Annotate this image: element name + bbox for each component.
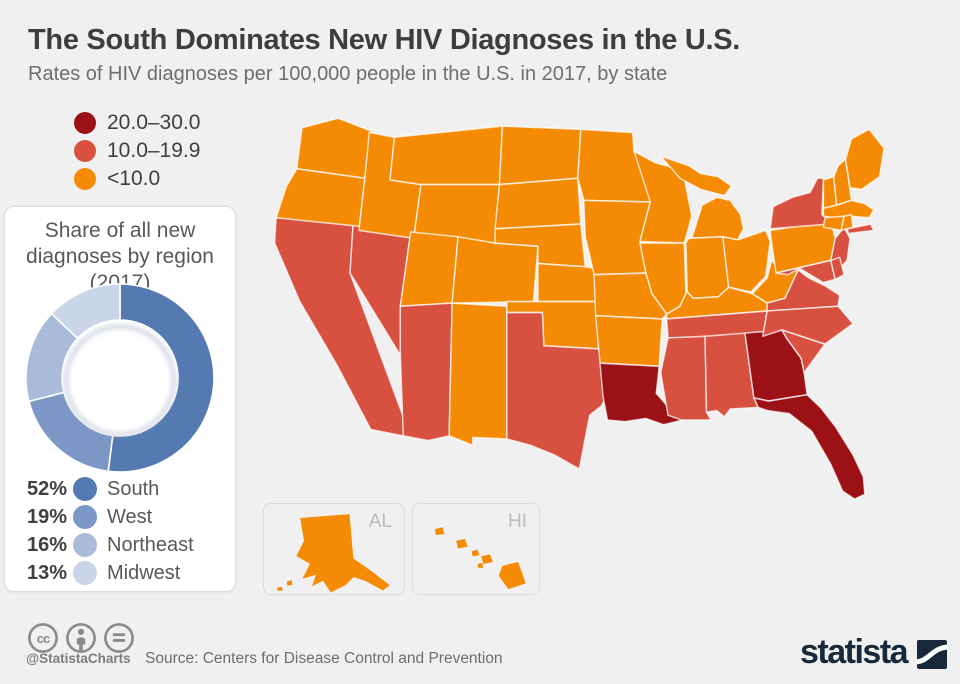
state-MT bbox=[389, 125, 504, 186]
state-MI-LP bbox=[691, 196, 745, 241]
legend-dot-high bbox=[74, 112, 96, 134]
state-ND bbox=[498, 125, 582, 186]
hawaii-map bbox=[434, 527, 526, 590]
source-text: Source: Centers for Disease Control and … bbox=[145, 650, 503, 667]
legend-row: 10.0–19.9 bbox=[74, 137, 200, 165]
hawaii-inset: HI bbox=[412, 503, 540, 595]
legend-dot-mid bbox=[74, 140, 96, 162]
region-legend: 52% South 19% West 16% Northeast 13% Mid… bbox=[27, 475, 194, 587]
donut-chart bbox=[25, 283, 215, 473]
region-pct: 19% bbox=[27, 505, 68, 528]
region-legend-row: 19% West bbox=[27, 503, 194, 531]
state-SC bbox=[781, 329, 826, 374]
state-CO bbox=[451, 235, 539, 304]
us-map bbox=[273, 117, 885, 500]
region-label: South bbox=[107, 477, 160, 500]
cc-icon bbox=[28, 623, 58, 653]
legend-dot-low bbox=[74, 168, 96, 190]
attribution-handle: @StatistaCharts bbox=[26, 651, 131, 666]
alaska-inset: AL bbox=[263, 503, 405, 595]
state-KS bbox=[537, 262, 597, 303]
state-NY-LI bbox=[846, 223, 875, 235]
state-SD bbox=[494, 177, 582, 230]
legend-row: <10.0 bbox=[74, 165, 200, 193]
state-VA bbox=[766, 269, 841, 312]
by-icon bbox=[66, 623, 96, 653]
donut-slice-midwest bbox=[50, 283, 121, 340]
state-AR bbox=[594, 314, 663, 368]
state-FL bbox=[753, 393, 866, 500]
statista-logo-text: statista bbox=[800, 633, 909, 671]
state-MS bbox=[659, 335, 712, 421]
region-dot-south bbox=[73, 477, 97, 501]
statista-logo-mark bbox=[917, 640, 947, 669]
region-legend-row: 16% Northeast bbox=[27, 531, 194, 559]
region-dot-west bbox=[73, 505, 97, 529]
state-ME bbox=[844, 128, 885, 191]
nd-icon bbox=[104, 623, 134, 653]
license-icons: cc bbox=[28, 623, 134, 653]
region-pct: 13% bbox=[27, 561, 68, 584]
state-NM bbox=[448, 302, 508, 447]
inset-label-hi: HI bbox=[508, 511, 527, 532]
region-label: West bbox=[107, 505, 153, 528]
donut-slice-south bbox=[107, 283, 215, 473]
page-subtitle: Rates of HIV diagnoses per 100,000 peopl… bbox=[28, 63, 668, 85]
state-WA bbox=[296, 117, 372, 180]
state-TX bbox=[506, 311, 613, 470]
donut-inner-shadow bbox=[63, 324, 177, 437]
state-AZ bbox=[399, 302, 453, 442]
state-RI bbox=[840, 213, 854, 232]
state-DE bbox=[830, 256, 845, 281]
region-pct: 52% bbox=[27, 477, 68, 500]
page-title: The South Dominates New HIV Diagnoses in… bbox=[28, 24, 741, 56]
region-label: Northeast bbox=[107, 533, 194, 556]
region-dot-northeast bbox=[73, 533, 97, 557]
state-MI-UP bbox=[659, 155, 733, 197]
legend-label: <10.0 bbox=[107, 167, 161, 190]
region-label: Midwest bbox=[107, 561, 181, 584]
state-IN bbox=[685, 235, 730, 300]
legend-label: 10.0–19.9 bbox=[107, 139, 201, 162]
svg-text:cc: cc bbox=[37, 631, 50, 646]
region-pct: 16% bbox=[27, 533, 68, 556]
map-legend: 20.0–30.0 10.0–19.9 <10.0 bbox=[74, 109, 200, 193]
alaska-map bbox=[275, 513, 392, 594]
state-LA bbox=[599, 362, 684, 426]
region-card: Share of all new diagnoses by region (20… bbox=[4, 206, 236, 592]
region-legend-row: 13% Midwest bbox=[27, 559, 194, 587]
state-UT bbox=[399, 231, 459, 308]
inset-label-ak: AL bbox=[368, 511, 392, 532]
region-dot-midwest bbox=[73, 561, 97, 585]
legend-label: 20.0–30.0 bbox=[107, 111, 201, 134]
region-legend-row: 52% South bbox=[27, 475, 194, 503]
legend-row: 20.0–30.0 bbox=[74, 109, 200, 137]
